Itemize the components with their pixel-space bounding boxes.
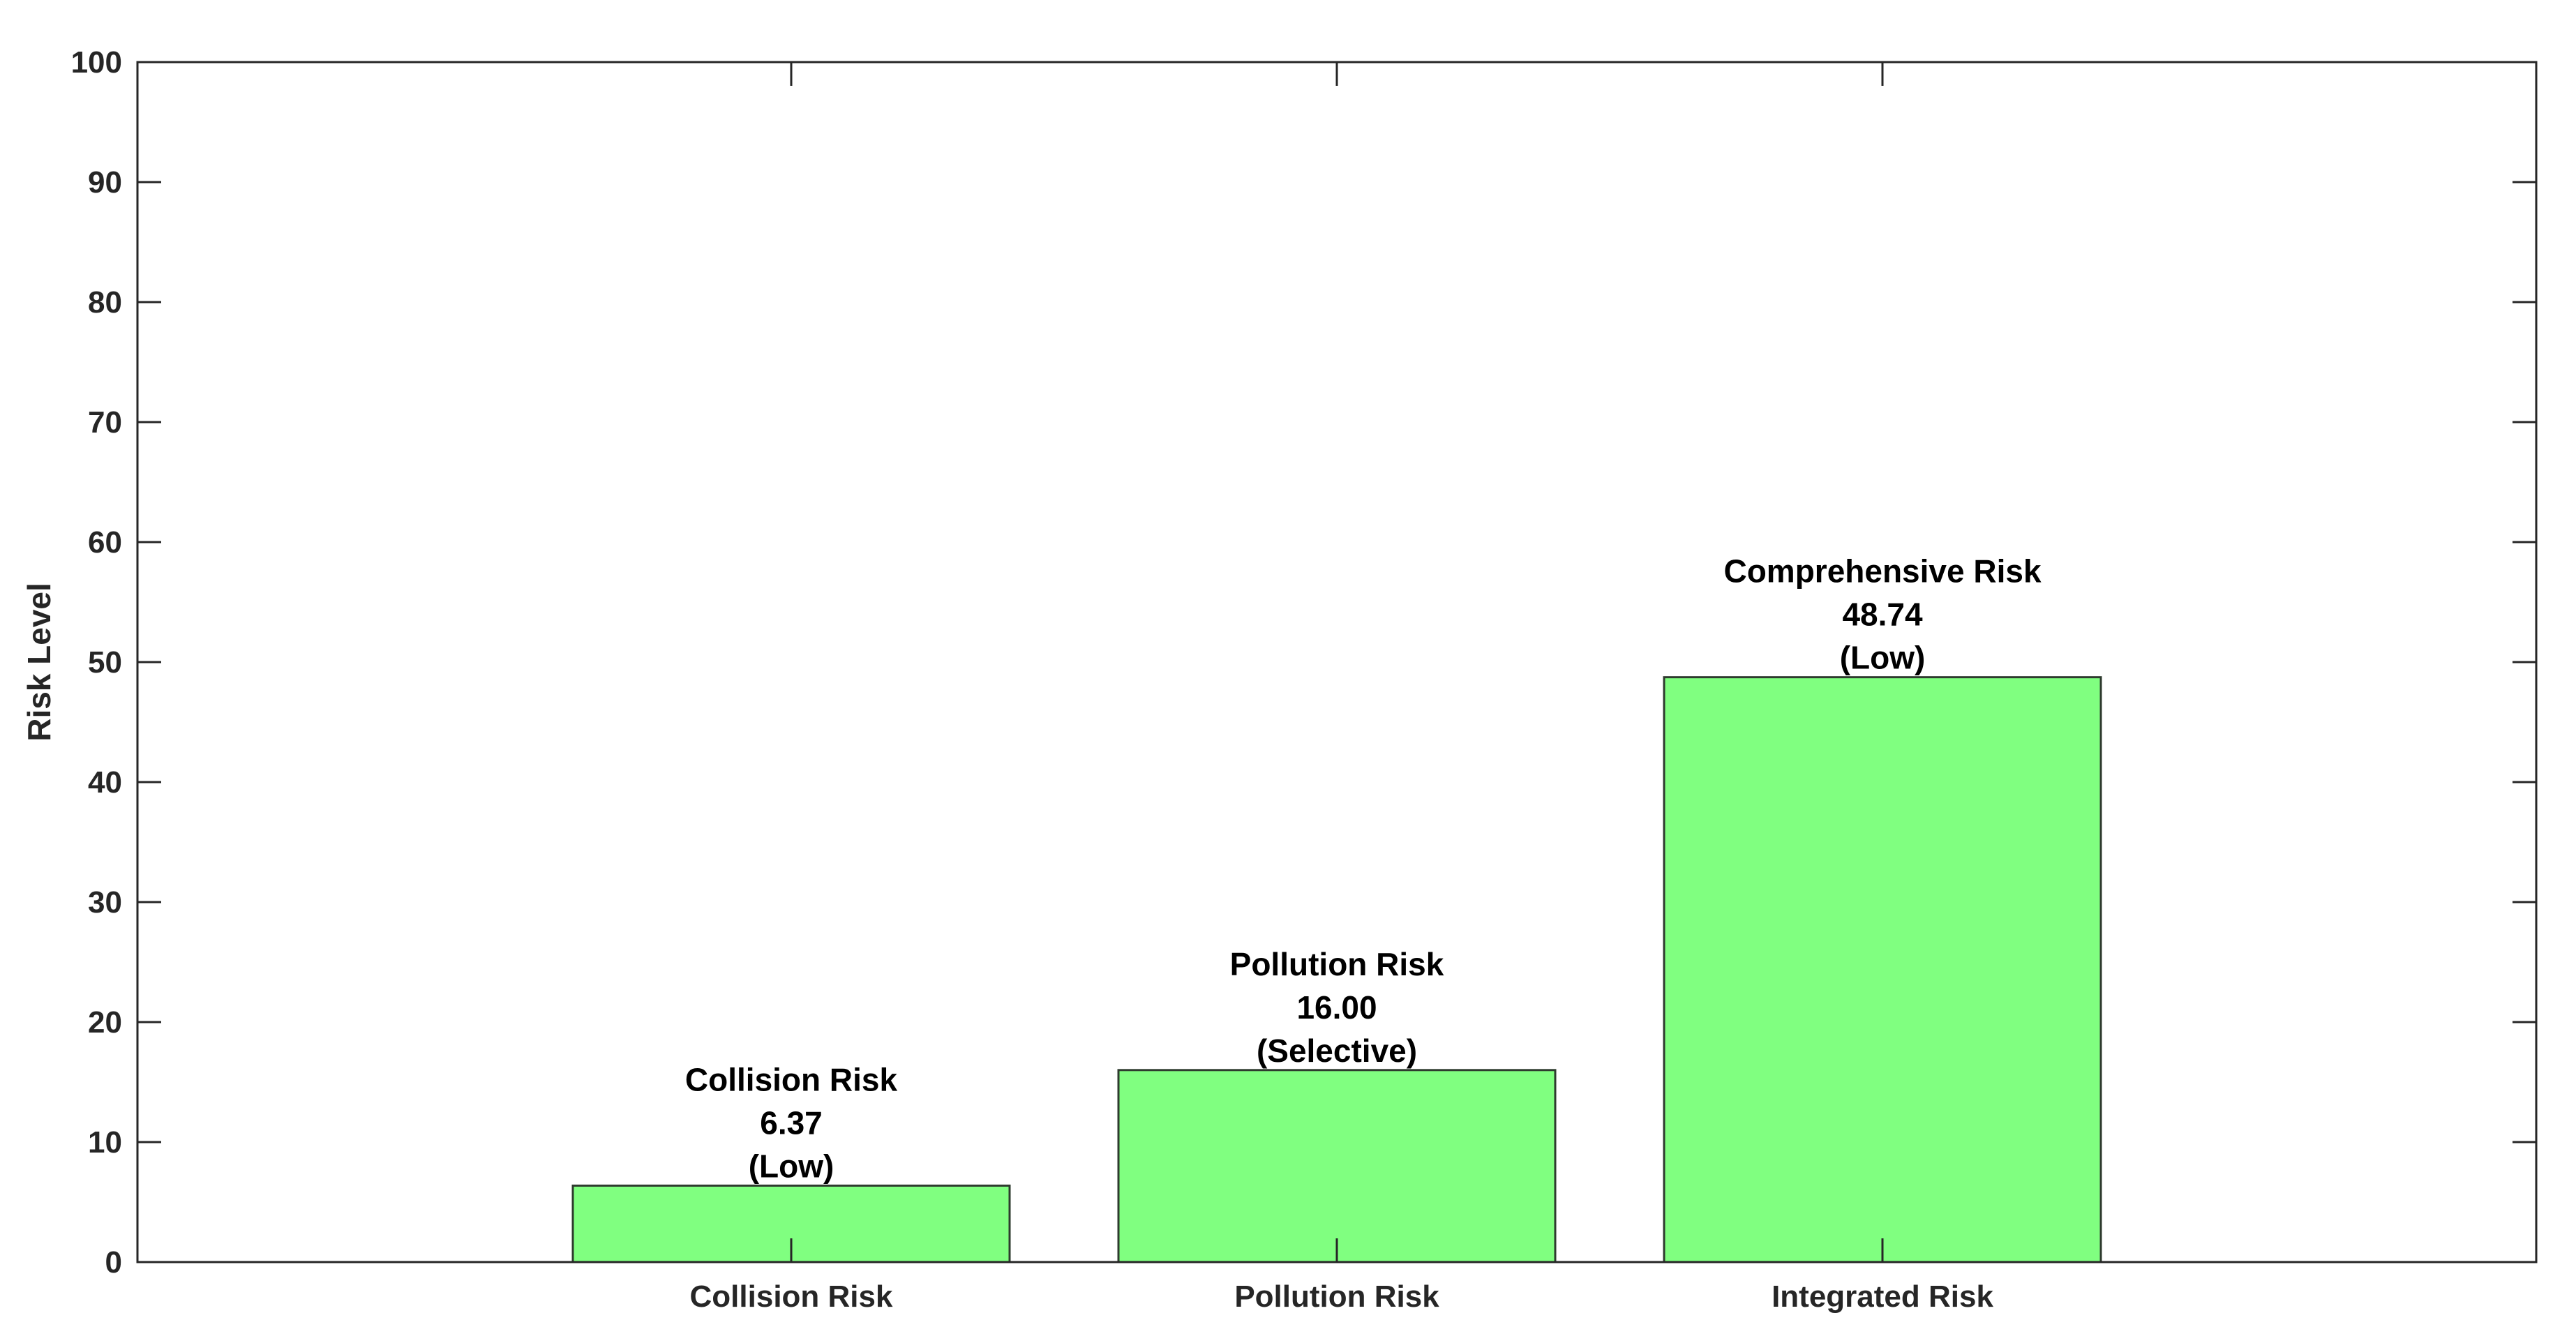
bar-annotation-level: (Selective) [1257, 1033, 1417, 1069]
bar [1117, 1069, 1557, 1263]
y-tick-label: 80 [88, 285, 122, 320]
bar-annotation-name: Comprehensive Risk [1723, 553, 2041, 590]
y-tick-label: 0 [105, 1245, 122, 1280]
bar-annotation-name: Collision Risk [685, 1061, 898, 1097]
bar-annotation-level: (Low) [1840, 640, 1926, 676]
y-tick-label: 100 [71, 45, 122, 80]
x-tick-label: Pollution Risk [1234, 1280, 1439, 1314]
y-axis-title: Risk Level [21, 583, 57, 742]
x-tick-label: Collision Risk [690, 1280, 893, 1314]
x-tick-label: Integrated Risk [1772, 1280, 1993, 1314]
bar-annotation-name: Pollution Risk [1230, 946, 1444, 982]
y-tick-label: 30 [88, 885, 122, 920]
y-tick-label: 60 [88, 525, 122, 560]
y-tick-label: 10 [88, 1125, 122, 1160]
bar-annotation-value: 48.74 [1842, 597, 1923, 633]
y-tick-label: 90 [88, 165, 122, 200]
bar-annotation-value: 6.37 [760, 1104, 823, 1141]
y-tick-label: 20 [88, 1005, 122, 1040]
bars [571, 676, 2102, 1263]
x-axis-ticks: Collision Risk Pollution Risk Integrated R… [690, 62, 1993, 1314]
plot-area-frame [136, 61, 2538, 1263]
bar-annotation-level: (Low) [749, 1148, 834, 1184]
y-tick-label: 50 [88, 645, 122, 680]
bar [1663, 676, 2102, 1263]
bar-annotation-value: 16.00 [1296, 989, 1377, 1026]
y-tick-label: 70 [88, 405, 122, 440]
y-tick-label: 40 [88, 765, 122, 800]
bar-annotations: Collision Risk 6.37 (Low) Pollution Risk 16.… [685, 553, 2042, 1185]
y-axis-ticks: 0 10 20 30 40 50 60 70 80 90 100 [71, 45, 2536, 1280]
